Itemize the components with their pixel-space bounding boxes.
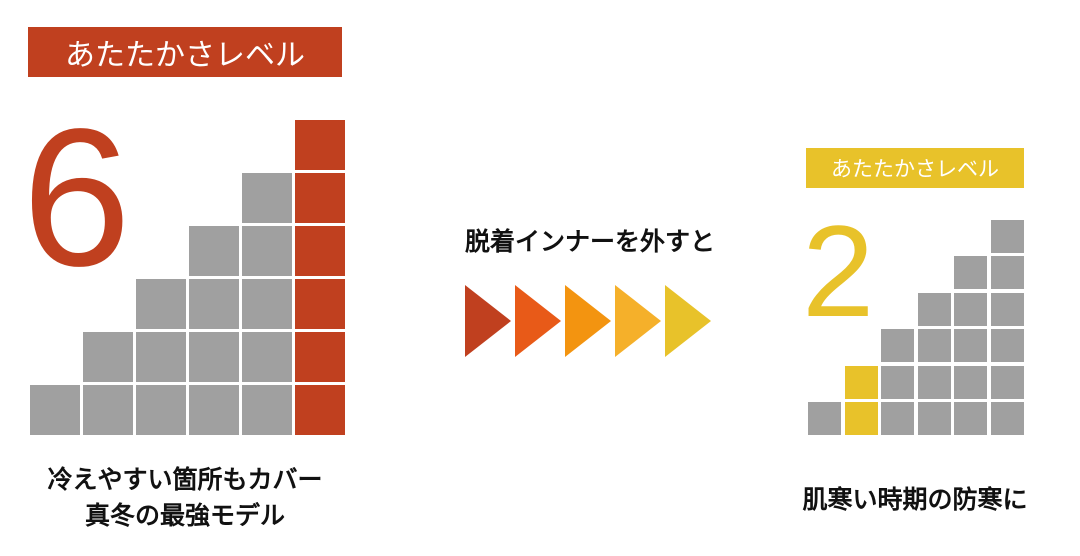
right-stair-cell — [881, 365, 914, 399]
right-stair-cell — [954, 329, 987, 362]
warmth-level-label-left: あたたかさレベル — [28, 27, 342, 77]
arrow-icon — [615, 285, 661, 357]
right-stair-cell — [881, 402, 914, 435]
warmth-level-number-right: 2 — [802, 198, 875, 344]
left-stair-cell — [242, 226, 292, 276]
left-stair-cell — [189, 385, 239, 435]
caption-left-line-1: 冷えやすい箇所もカバー — [47, 465, 323, 494]
right-stair-cell — [990, 329, 1024, 362]
transition-text: 脱着インナーを外すと — [464, 227, 715, 256]
right-stair-cell — [881, 329, 914, 362]
warmth-level-label-right: あたたかさレベル — [806, 148, 1024, 188]
left-stair-cell-active — [295, 173, 345, 223]
right-stair-cell — [990, 402, 1024, 435]
right-stair-cell — [954, 292, 987, 326]
arrow-icon — [665, 285, 711, 357]
arrow-icon — [465, 285, 511, 357]
arrow-sequence — [465, 285, 711, 357]
right-stair-cell — [917, 365, 951, 399]
left-stair-cell — [136, 385, 186, 435]
right-stair-cell — [990, 219, 1024, 253]
caption-right: 肌寒い時期の防寒に — [802, 485, 1028, 514]
right-stair-cell — [954, 402, 987, 435]
left-stair-cell — [136, 332, 186, 382]
right-stair-cell — [954, 256, 987, 289]
right-stair-cell — [990, 365, 1024, 399]
right-stair-cell — [917, 402, 951, 435]
caption-left-line-2: 真冬の最強モデル — [84, 501, 285, 530]
right-stair-cell — [808, 402, 841, 435]
left-stair-cell — [30, 385, 80, 435]
left-stair-cell — [189, 332, 239, 382]
caption-left: 冷えやすい箇所もカバー 真冬の最強モデル — [0, 462, 370, 534]
left-stair-cell-active — [295, 385, 345, 435]
left-stair-cell — [242, 385, 292, 435]
right-stair-cell — [954, 365, 987, 399]
left-stair-cell — [189, 279, 239, 329]
left-stair-cell — [242, 332, 292, 382]
left-stair-cell — [83, 332, 133, 382]
left-stair-cell-active — [295, 279, 345, 329]
right-stair-cell — [990, 256, 1024, 289]
left-stair-cell — [136, 279, 186, 329]
left-stair-cell — [83, 385, 133, 435]
right-stair-cell-active — [844, 402, 878, 435]
arrow-icon — [515, 285, 561, 357]
warmth-level-number-left: 6 — [22, 88, 132, 307]
left-stair-cell-active — [295, 226, 345, 276]
left-stair-cell-active — [295, 120, 345, 170]
left-stair-cell — [242, 279, 292, 329]
right-stair-cell — [990, 292, 1024, 326]
right-stair-cell-active — [844, 365, 878, 399]
arrow-icon — [565, 285, 611, 357]
right-stair-cell — [917, 329, 951, 362]
left-stair-cell — [242, 173, 292, 223]
left-stair-cell — [189, 226, 239, 276]
right-stair-cell — [917, 292, 951, 326]
left-stair-cell-active — [295, 332, 345, 382]
